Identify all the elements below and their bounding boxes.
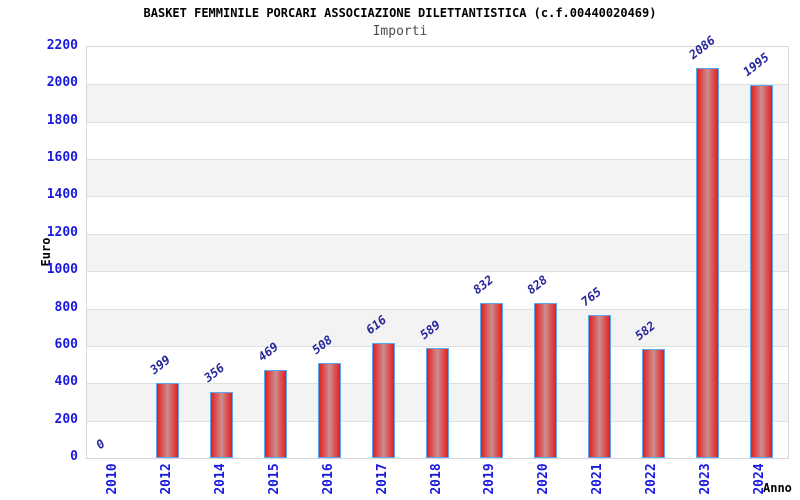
x-tick-label: 2023 (698, 463, 714, 495)
chart-title: BASKET FEMMINILE PORCARI ASSOCIAZIONE DI… (143, 6, 657, 20)
x-tick-label: 2014 (212, 463, 228, 495)
y-tick-label: 2000 (46, 75, 78, 91)
x-tick-label: 2015 (266, 463, 282, 495)
plot-band (87, 196, 788, 234)
y-tick-label: 1000 (46, 262, 78, 278)
y-tick-label: 400 (54, 374, 78, 390)
x-tick-label: 2019 (482, 463, 498, 495)
x-tick-label: 2018 (428, 463, 444, 495)
y-tick-label: 1200 (46, 224, 78, 240)
bar (318, 363, 342, 458)
y-tick-label: 2200 (46, 38, 78, 53)
x-tick-label: 2022 (644, 463, 660, 495)
bar (641, 349, 665, 458)
x-tick-label: 2010 (104, 463, 120, 495)
plot-band (87, 233, 788, 272)
gridline (87, 159, 788, 161)
bar (426, 347, 449, 458)
gridline (87, 196, 788, 198)
x-tick-label: 2021 (590, 463, 606, 495)
bar (587, 315, 611, 458)
y-tick-label: 0 (70, 449, 78, 464)
bar (695, 68, 719, 458)
plot-band (87, 47, 788, 85)
gridline (87, 345, 788, 347)
bar (749, 85, 773, 458)
x-tick-label: 2020 (536, 463, 552, 495)
plot-band (87, 308, 788, 346)
y-tick-label: 1600 (46, 150, 78, 166)
y-tick-label: 800 (54, 299, 78, 315)
y-tick-label: 1400 (46, 187, 78, 203)
x-axis-title: Anno (763, 481, 792, 495)
gridline (87, 121, 788, 123)
bar (372, 342, 396, 458)
x-tick-label: 2012 (158, 463, 174, 495)
y-tick-label: 1800 (46, 112, 78, 128)
gridline (87, 308, 788, 310)
gridline (87, 84, 788, 86)
y-tick-label: 600 (54, 336, 78, 352)
x-tick-label: 2016 (320, 463, 336, 495)
bar (210, 391, 234, 458)
bar (479, 302, 503, 458)
bar (533, 303, 557, 458)
plot-area: 0 399 356 469 508 616 589 832 828 765 582 2086 1995 (86, 33, 789, 459)
x-tick-label: 2024 (752, 463, 768, 495)
y-tick-label: 200 (54, 411, 78, 427)
x-tick-label: 2017 (374, 463, 390, 495)
plot-band (87, 271, 788, 309)
gridline (87, 233, 788, 235)
gridline (87, 271, 788, 273)
plot-band (87, 159, 788, 197)
plot-band (87, 84, 788, 122)
bar (264, 370, 288, 458)
bar (156, 383, 180, 458)
chart-subtitle: Importi (372, 24, 428, 39)
plot-band (87, 121, 788, 160)
